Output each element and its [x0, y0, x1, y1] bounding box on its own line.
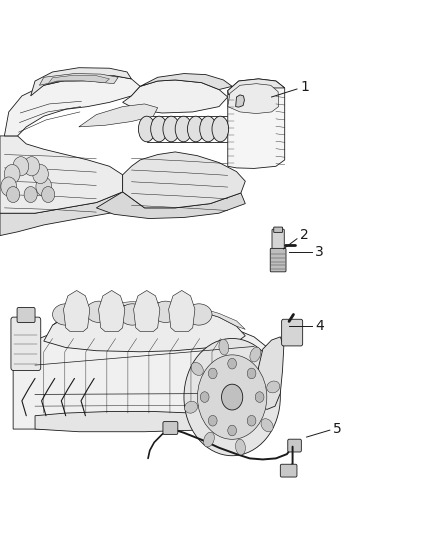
Polygon shape — [140, 74, 232, 90]
Text: 3: 3 — [315, 245, 324, 259]
Polygon shape — [64, 290, 90, 332]
Circle shape — [228, 425, 237, 436]
Polygon shape — [236, 95, 244, 107]
Ellipse shape — [200, 116, 216, 142]
Circle shape — [208, 415, 217, 426]
Ellipse shape — [219, 339, 229, 355]
FancyBboxPatch shape — [280, 464, 297, 477]
Polygon shape — [39, 74, 118, 85]
Ellipse shape — [187, 116, 204, 142]
Circle shape — [222, 384, 243, 410]
Ellipse shape — [267, 381, 280, 393]
Circle shape — [247, 415, 256, 426]
FancyBboxPatch shape — [17, 308, 35, 322]
Text: 2: 2 — [300, 228, 309, 242]
Ellipse shape — [175, 116, 192, 142]
Polygon shape — [44, 305, 245, 352]
Ellipse shape — [236, 439, 245, 455]
Circle shape — [24, 187, 37, 203]
Polygon shape — [123, 152, 245, 208]
Polygon shape — [31, 68, 131, 96]
Circle shape — [32, 164, 48, 183]
Circle shape — [184, 338, 280, 456]
Circle shape — [228, 358, 237, 369]
Ellipse shape — [261, 419, 273, 432]
Polygon shape — [123, 80, 228, 113]
Polygon shape — [53, 302, 245, 329]
Circle shape — [1, 177, 17, 196]
Ellipse shape — [86, 301, 112, 322]
Circle shape — [4, 164, 20, 183]
Circle shape — [200, 392, 209, 402]
Polygon shape — [0, 136, 123, 213]
Ellipse shape — [138, 116, 155, 142]
Ellipse shape — [163, 116, 180, 142]
Polygon shape — [169, 290, 195, 332]
Polygon shape — [79, 104, 158, 127]
Polygon shape — [4, 76, 140, 136]
FancyBboxPatch shape — [288, 439, 301, 452]
Ellipse shape — [53, 304, 79, 325]
Polygon shape — [99, 290, 125, 332]
Polygon shape — [48, 75, 110, 84]
FancyBboxPatch shape — [282, 319, 303, 346]
Polygon shape — [258, 337, 284, 409]
Polygon shape — [228, 79, 285, 95]
Ellipse shape — [152, 301, 179, 322]
Ellipse shape — [151, 116, 167, 142]
Polygon shape — [228, 79, 285, 168]
Circle shape — [24, 157, 39, 176]
Text: 4: 4 — [315, 319, 324, 333]
Circle shape — [198, 355, 267, 439]
Polygon shape — [13, 316, 276, 429]
FancyBboxPatch shape — [270, 248, 286, 272]
FancyBboxPatch shape — [272, 229, 284, 252]
Ellipse shape — [119, 304, 145, 325]
Circle shape — [42, 187, 55, 203]
Polygon shape — [0, 192, 145, 236]
FancyBboxPatch shape — [274, 227, 283, 232]
Circle shape — [36, 177, 52, 196]
Polygon shape — [134, 290, 160, 332]
Ellipse shape — [212, 116, 229, 142]
FancyBboxPatch shape — [11, 317, 41, 370]
Circle shape — [7, 187, 20, 203]
Ellipse shape — [186, 304, 212, 325]
FancyBboxPatch shape — [163, 422, 178, 434]
Ellipse shape — [204, 432, 214, 447]
Circle shape — [255, 392, 264, 402]
Circle shape — [208, 368, 217, 379]
Circle shape — [13, 157, 29, 176]
Ellipse shape — [191, 362, 203, 375]
Text: 5: 5 — [333, 422, 342, 435]
Ellipse shape — [250, 347, 261, 362]
Circle shape — [247, 368, 256, 379]
Polygon shape — [96, 192, 245, 219]
Text: 1: 1 — [300, 80, 309, 94]
Polygon shape — [35, 411, 250, 432]
Ellipse shape — [184, 401, 198, 413]
Polygon shape — [228, 84, 279, 114]
